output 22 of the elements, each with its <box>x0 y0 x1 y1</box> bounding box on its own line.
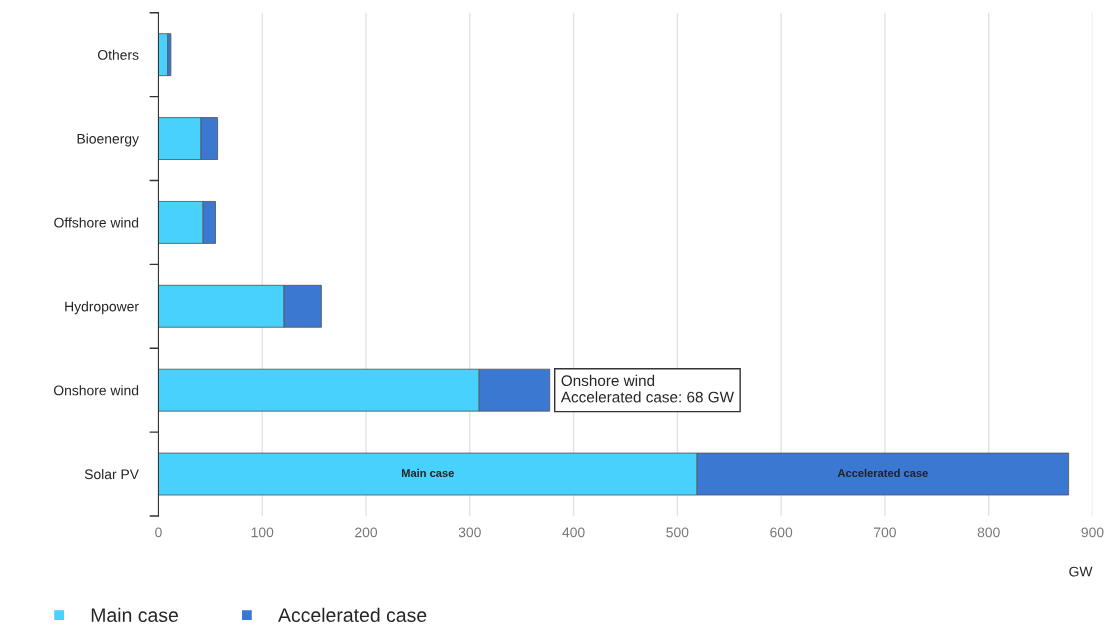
y-tick-label: Bioenergy <box>77 133 139 147</box>
x-tick-label: 400 <box>562 527 585 538</box>
x-tick-label: 300 <box>458 527 481 538</box>
y-tick-label: Hydropower <box>65 301 139 315</box>
legend-label: Accelerated case <box>278 607 427 623</box>
x-tick-label: 500 <box>666 527 689 538</box>
annotation: Accelerated case <box>837 468 928 478</box>
x-tick-label: 200 <box>355 527 378 538</box>
x-tick-label: 700 <box>874 527 896 538</box>
annotation: Main case <box>401 468 454 478</box>
y-tick-label: Offshore wind <box>54 217 139 228</box>
x-axis-title: GW <box>1069 566 1093 577</box>
y-tick-label: Solar PV <box>84 469 139 480</box>
x-tick-label: 100 <box>251 527 274 538</box>
x-tick-label: 0 <box>155 527 162 538</box>
legend-label: Main case <box>91 607 178 623</box>
annotation: Onshore wind Accelerated case: 68 GW <box>560 374 734 403</box>
y-tick-label: Others <box>97 49 139 60</box>
x-tick-label: 900 <box>1081 527 1104 538</box>
x-tick-label: 600 <box>770 527 793 538</box>
y-tick-label: Onshore wind <box>53 385 139 396</box>
x-tick-label: 800 <box>977 527 1000 538</box>
